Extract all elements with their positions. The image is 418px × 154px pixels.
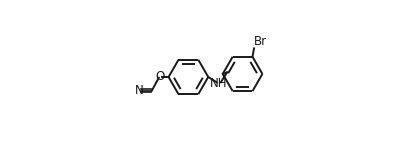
Text: N: N	[135, 84, 143, 97]
Text: NH: NH	[210, 77, 227, 90]
Text: O: O	[155, 71, 165, 83]
Text: Br: Br	[254, 35, 268, 48]
